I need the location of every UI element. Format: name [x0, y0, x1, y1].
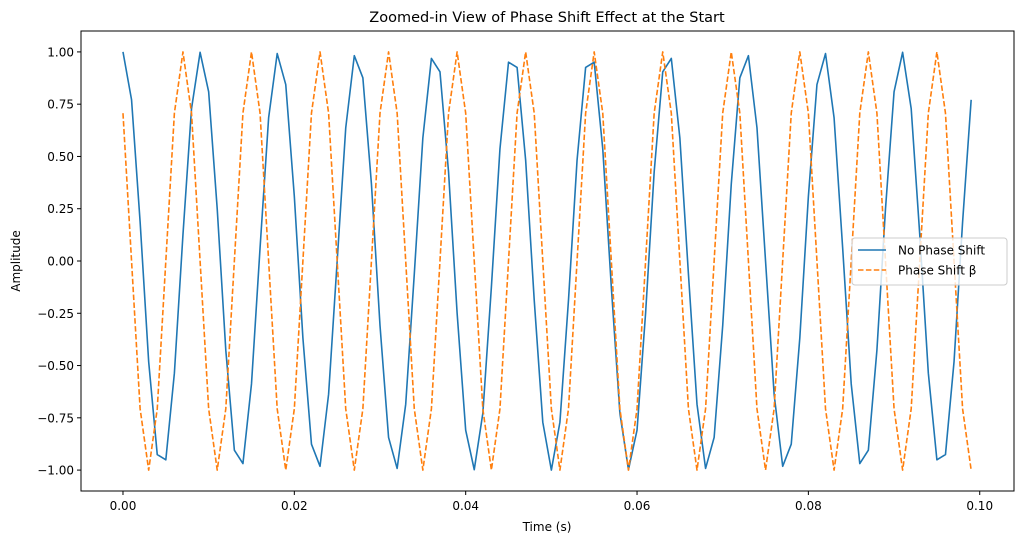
legend-label-2: Phase Shift β — [898, 264, 976, 278]
y-tick-label: 0.00 — [47, 255, 74, 269]
y-tick-label: −0.25 — [37, 307, 74, 321]
x-tick-label: 0.06 — [624, 499, 651, 513]
y-tick-label: −1.00 — [37, 464, 74, 478]
y-axis: −1.00 −0.75 −0.50 −0.25 0.00 0.25 0.50 0.75 1.00 — [37, 45, 81, 478]
x-tick-label: 0.04 — [452, 499, 479, 513]
x-tick-label: 0.02 — [281, 499, 308, 513]
x-tick-label: 0.08 — [795, 499, 822, 513]
y-tick-label: 0.50 — [47, 150, 74, 164]
x-axis-label: Time (s) — [522, 520, 572, 534]
chart-title: Zoomed-in View of Phase Shift Effect at … — [369, 10, 725, 26]
legend-frame — [851, 237, 1008, 286]
legend-label-1: No Phase Shift — [898, 244, 985, 258]
legend: No Phase Shift Phase Shift β — [851, 237, 1008, 286]
y-tick-label: 0.25 — [47, 202, 74, 216]
y-tick-label: 0.75 — [47, 98, 74, 112]
y-tick-label: −0.75 — [37, 411, 74, 425]
y-axis-label: Amplitude — [9, 230, 23, 292]
y-tick-label: 1.00 — [47, 45, 74, 59]
x-tick-label: 0.00 — [110, 499, 137, 513]
x-tick-label: 0.10 — [966, 499, 993, 513]
series-layer — [122, 51, 972, 471]
series-line-2 — [122, 51, 972, 471]
x-axis: 0.00 0.02 0.04 0.06 0.08 0.10 — [110, 491, 993, 513]
y-tick-label: −0.50 — [37, 359, 74, 373]
